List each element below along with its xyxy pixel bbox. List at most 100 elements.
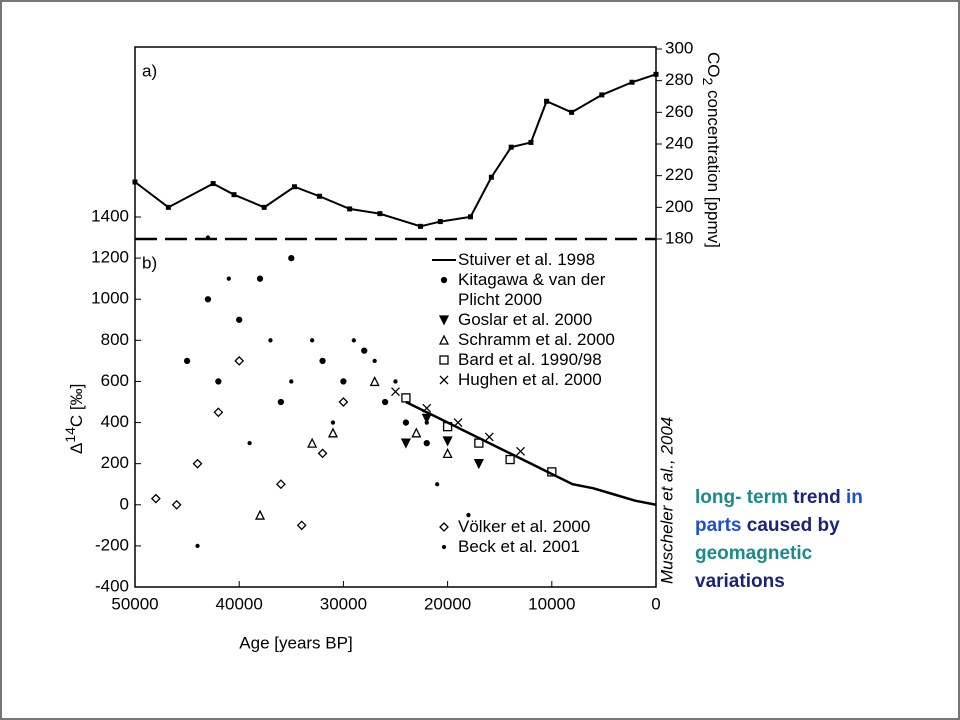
legend-icon	[441, 544, 447, 550]
x-tick-label: 30000	[320, 594, 367, 613]
data-point	[442, 447, 453, 459]
co2-point	[544, 98, 550, 104]
y-axis-label: Δ14C [‰]	[62, 384, 87, 454]
data-point	[361, 347, 368, 354]
data-point	[319, 357, 326, 365]
co2-point	[508, 144, 514, 150]
data-point	[422, 403, 432, 413]
series-line	[405, 400, 657, 507]
data-point	[254, 509, 266, 520]
legend-label: Bard et al. 1990/98	[458, 350, 602, 369]
data-point	[288, 254, 295, 262]
legend-icon	[438, 315, 450, 326]
legend-label: Schramm et al. 2000	[458, 330, 615, 349]
legend-label: Goslar et al. 2000	[458, 310, 593, 329]
co2-point	[132, 179, 138, 185]
data-point	[484, 432, 494, 442]
data-point	[289, 379, 294, 384]
legend-icon	[438, 334, 450, 345]
y2-tick-label: 260	[665, 102, 693, 121]
legend-entry: Hughen et al. 2000	[432, 370, 647, 390]
legend-icon	[439, 522, 449, 532]
legend-label: Beck et al. 2001	[458, 537, 580, 556]
data-point	[317, 448, 328, 459]
y-tick-label: 600	[101, 371, 129, 390]
data-point	[421, 413, 432, 424]
annotation-word: long- term	[695, 487, 788, 508]
annotation-word: geomagnetic	[695, 543, 813, 564]
marker	[438, 315, 450, 326]
data-point	[400, 438, 411, 449]
co2-point	[418, 223, 424, 229]
annotation-word: parts	[695, 515, 742, 536]
x-axis-label: Age [years BP]	[239, 633, 352, 652]
legend-icon	[440, 276, 448, 284]
x-tick-label: 0	[651, 594, 660, 613]
legend-label: Stuiver et al. 1998	[458, 250, 596, 269]
y2-tick-label: 220	[665, 165, 693, 184]
data-point	[327, 427, 339, 438]
co2-point	[569, 109, 575, 115]
co2-point	[599, 92, 605, 98]
data-point	[183, 357, 191, 365]
y2-tick-label: 200	[665, 197, 693, 216]
x-tick-label: 10000	[528, 594, 575, 613]
data-point	[369, 375, 380, 387]
panel-label: a)	[142, 61, 157, 80]
marker	[438, 334, 450, 345]
co2-point	[347, 206, 353, 212]
y-tick-label: 400	[101, 412, 129, 431]
marker	[439, 355, 449, 365]
data-point	[424, 420, 429, 425]
legend-icon	[432, 259, 456, 261]
data-point	[547, 467, 557, 477]
data-point	[275, 479, 286, 490]
legend-entry: Völker et al. 2000	[432, 517, 647, 537]
data-point	[401, 393, 411, 403]
data-point	[234, 355, 245, 366]
data-point	[268, 338, 273, 343]
data-point	[442, 436, 453, 447]
x-tick-label: 20000	[424, 594, 471, 613]
legend-entry: Kitagawa & van der Plicht 2000	[432, 270, 647, 310]
data-point	[215, 378, 222, 385]
y-axis-label-part: Δ	[67, 443, 86, 454]
legend-entry: Bard et al. 1990/98	[432, 350, 647, 370]
co2-point	[377, 211, 383, 217]
y2-tick-label: 300	[665, 38, 693, 57]
marker	[441, 544, 447, 550]
y2-axis-label-part: concentration [ppmv]	[704, 85, 723, 248]
plot-frame	[134, 46, 657, 588]
data-point	[236, 316, 243, 323]
legend-entry: Schramm et al. 2000	[432, 330, 647, 350]
y-tick-label: 1200	[91, 248, 129, 267]
data-point	[381, 398, 389, 406]
y2-tick-label: 180	[665, 228, 693, 247]
legend-entry: Beck et al. 2001	[432, 537, 647, 557]
co2-point	[468, 214, 474, 220]
data-point	[402, 419, 410, 426]
co2-point	[653, 71, 659, 77]
data-point	[205, 235, 211, 240]
data-point	[256, 275, 264, 282]
legend-label: Völker et al. 2000	[458, 517, 591, 536]
y-axis-label-part: 14	[62, 427, 78, 443]
annotation: long- term trend in parts caused by geomag…	[695, 484, 863, 596]
data-point	[192, 458, 203, 469]
data-point	[351, 338, 356, 343]
data-point	[296, 520, 307, 531]
data-point	[213, 407, 224, 418]
data-point	[473, 459, 484, 470]
y-tick-label: 1400	[91, 206, 129, 225]
co2-point	[528, 139, 534, 145]
data-point	[150, 493, 161, 504]
data-point	[466, 512, 471, 518]
data-point	[204, 296, 212, 303]
data-point	[516, 446, 525, 456]
annotation-line: variations	[695, 568, 863, 596]
co2-point	[437, 219, 443, 225]
data-point	[453, 418, 463, 428]
co2-point	[210, 181, 216, 187]
